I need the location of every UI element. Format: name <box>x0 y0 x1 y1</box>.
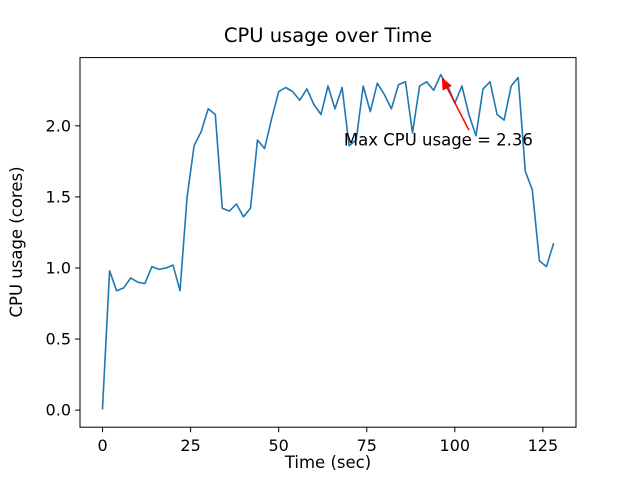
x-tick-label: 0 <box>97 436 107 455</box>
axis-ticks: 0 25 50 75 100 125 0.0 0.5 1.0 1.5 2.0 <box>46 116 559 455</box>
x-axis-label: Time (sec) <box>284 453 371 472</box>
chart-title: CPU usage over Time <box>224 24 432 47</box>
y-tick-label: 0.0 <box>46 401 71 420</box>
x-tick-label: 25 <box>180 436 200 455</box>
annotation-layer <box>441 77 470 131</box>
plot-area-border <box>79 57 577 428</box>
y-tick-label: 1.5 <box>46 187 71 206</box>
annotation-arrow <box>441 77 470 131</box>
y-tick-label: 0.5 <box>46 330 71 349</box>
cpu-usage-line <box>101 73 555 410</box>
x-tick-label: 125 <box>528 436 559 455</box>
y-tick-label: 2.0 <box>46 116 71 135</box>
max-annotation-text: Max CPU usage = 2.36 <box>344 131 533 150</box>
y-axis-label: CPU usage (cores) <box>7 166 26 317</box>
x-tick-label: 50 <box>269 436 289 455</box>
data-series <box>101 73 555 410</box>
x-tick-label: 75 <box>357 436 377 455</box>
x-tick-label: 100 <box>440 436 471 455</box>
y-tick-label: 1.0 <box>46 258 71 277</box>
